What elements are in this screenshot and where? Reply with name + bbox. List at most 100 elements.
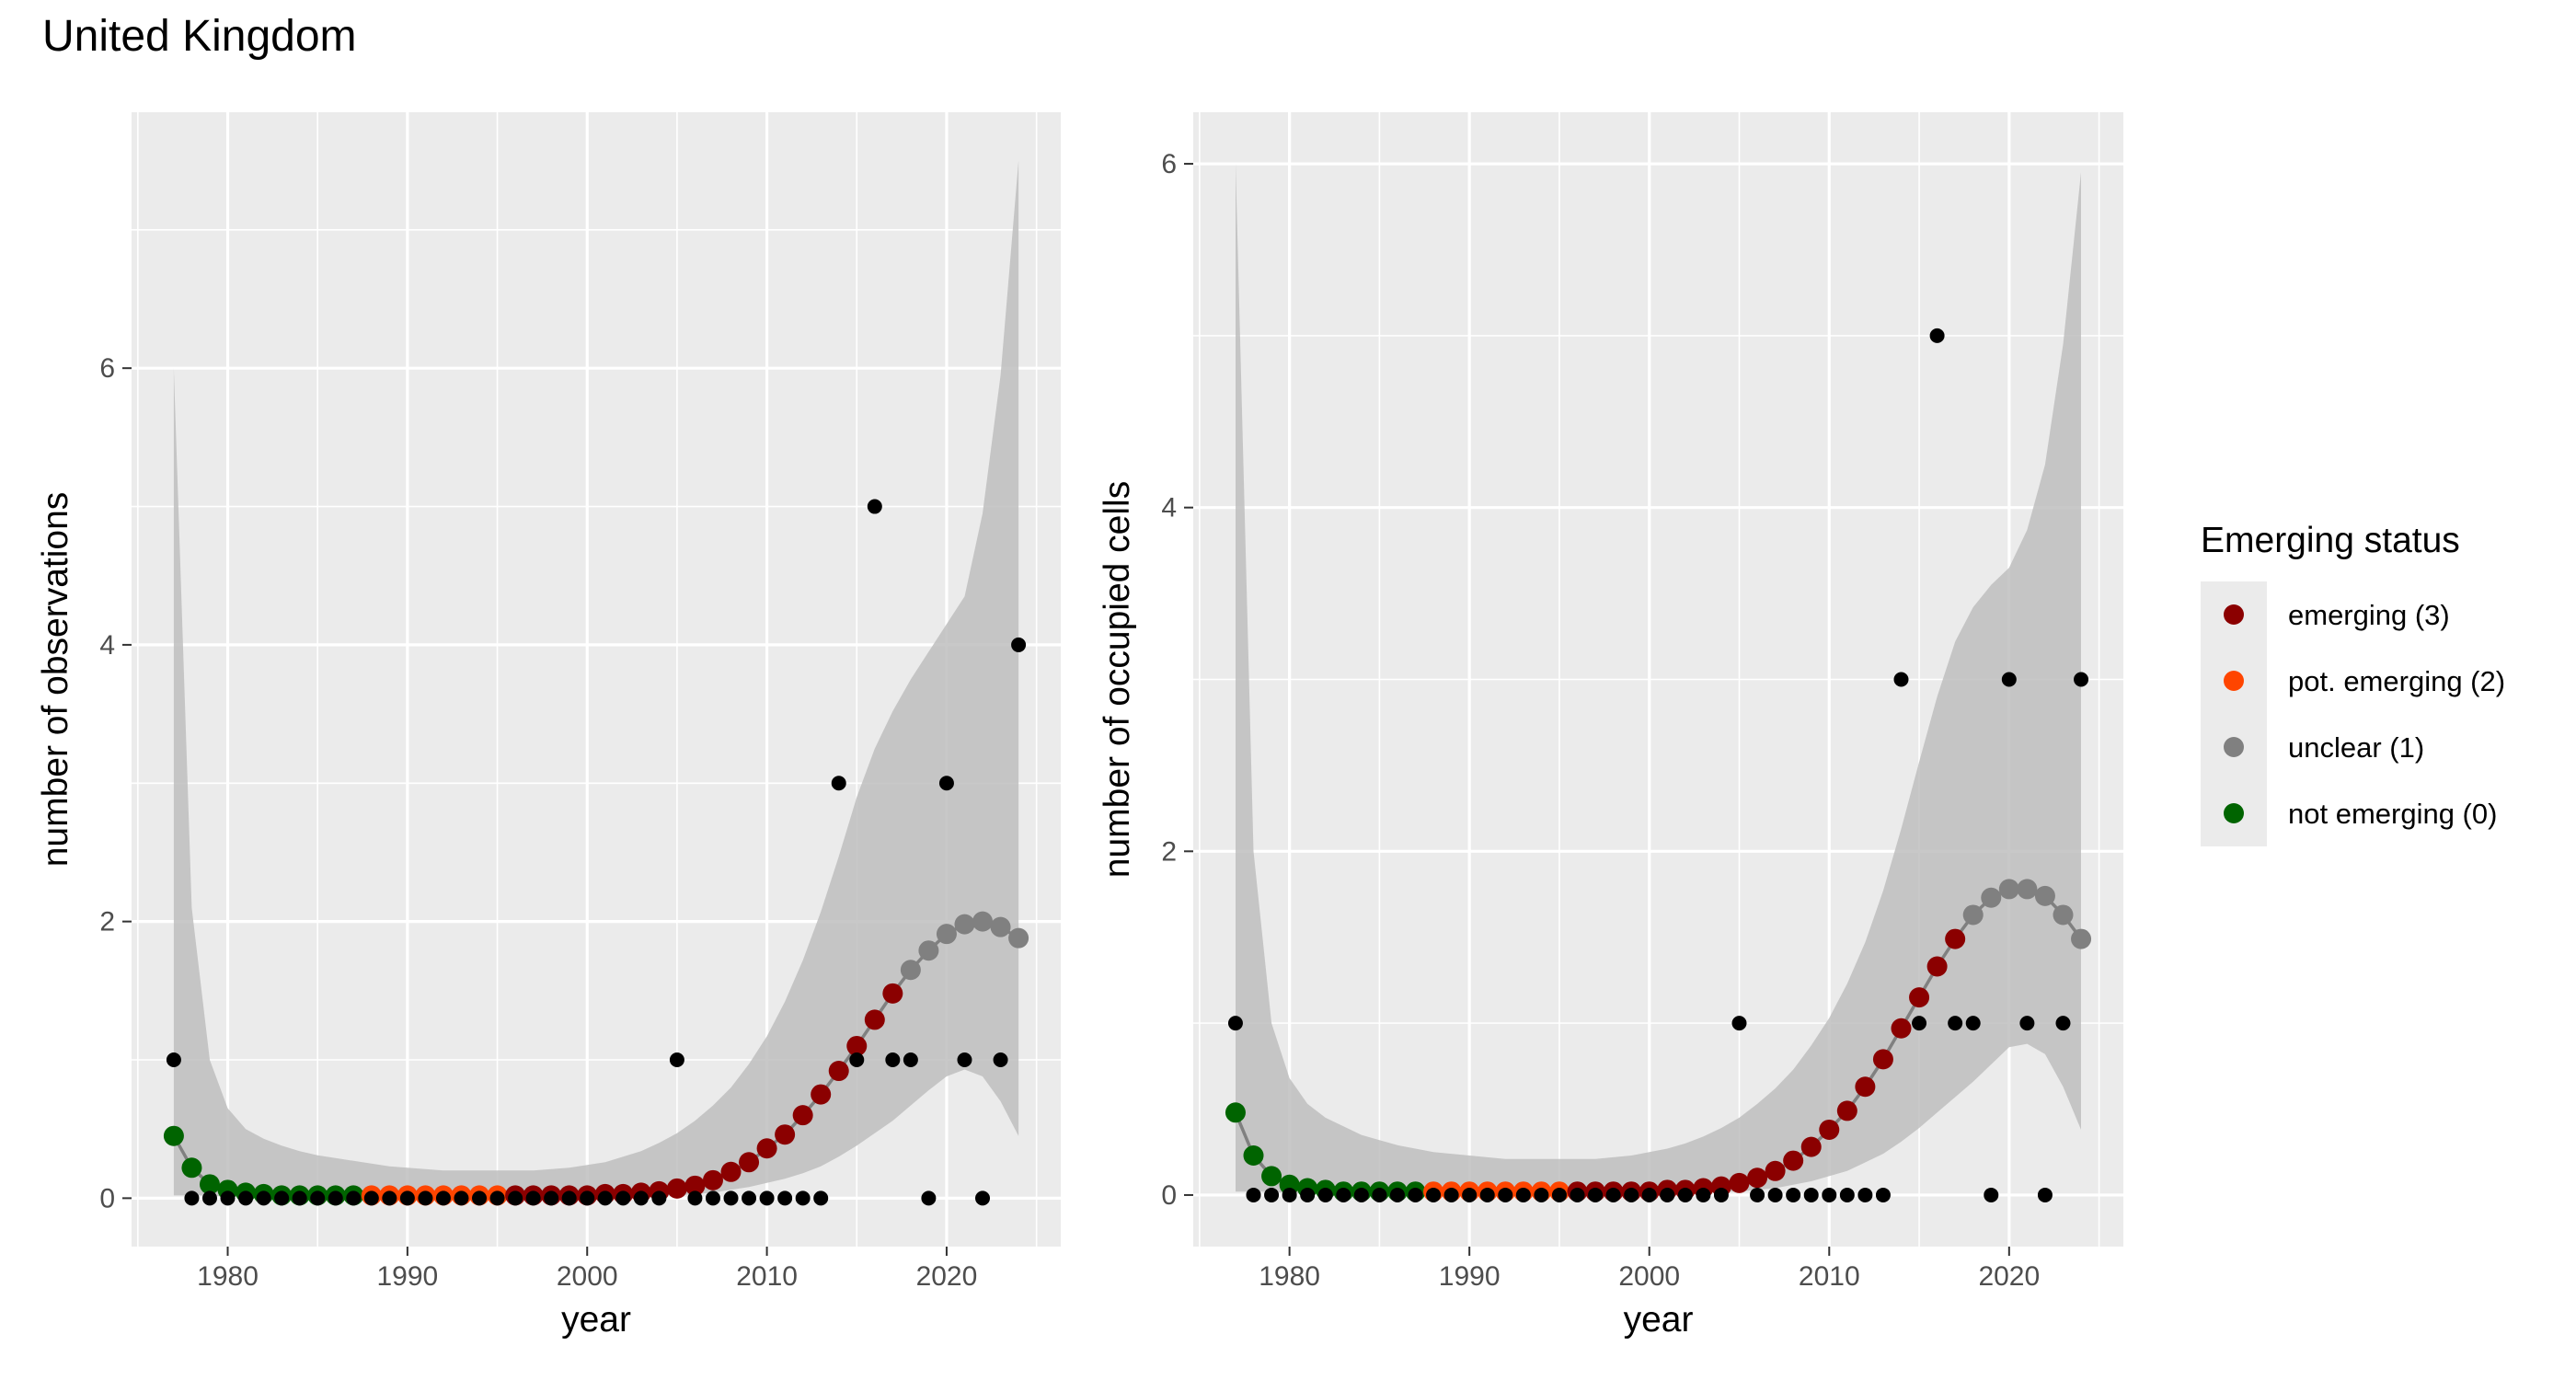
- y-tick-label: 2: [99, 907, 115, 937]
- observed-point: [938, 776, 954, 791]
- observed-point: [1803, 1187, 1819, 1202]
- legend-label-unclear: unclear (1): [2288, 731, 2424, 764]
- y-tick-label: 6: [1161, 149, 1177, 179]
- observed-point: [1605, 1187, 1621, 1202]
- fitted-point: [1981, 887, 2002, 908]
- observed-point: [201, 1190, 217, 1206]
- fitted-point: [1261, 1166, 1282, 1187]
- observed-point: [1965, 1016, 1981, 1031]
- legend-key-not: [2224, 803, 2244, 823]
- fitted-point: [1926, 956, 1948, 977]
- observed-point: [1713, 1187, 1729, 1202]
- fitted-point: [828, 1061, 849, 1082]
- fitted-point: [739, 1152, 760, 1173]
- legend-label-not: not emerging (0): [2288, 798, 2497, 830]
- observed-point: [1767, 1187, 1783, 1202]
- fitted-point: [846, 1035, 868, 1056]
- observed-point: [508, 1190, 523, 1206]
- observed-point: [1893, 672, 1909, 687]
- observed-point: [238, 1190, 254, 1206]
- fitted-point: [1243, 1144, 1264, 1166]
- observed-point: [1372, 1187, 1387, 1202]
- legend-key-emerging: [2224, 604, 2244, 625]
- observed-point: [1462, 1187, 1478, 1202]
- y-tick-label: 0: [99, 1183, 115, 1213]
- fitted-point: [702, 1169, 723, 1190]
- observed-point: [975, 1190, 991, 1206]
- observed-point: [831, 776, 846, 791]
- y-axis-title: number of occupied cells: [1098, 481, 1137, 878]
- observed-point: [399, 1190, 415, 1206]
- observed-point: [597, 1190, 613, 1206]
- observed-point: [1389, 1187, 1405, 1202]
- observed-point: [1839, 1187, 1855, 1202]
- y-tick-label: 0: [1161, 1180, 1177, 1211]
- observed-point: [2037, 1187, 2053, 1202]
- observed-point: [1515, 1187, 1531, 1202]
- observed-point: [454, 1190, 469, 1206]
- fitted-point: [1747, 1167, 1768, 1189]
- observed-point: [292, 1190, 307, 1206]
- x-axis-title: year: [1624, 1300, 1694, 1340]
- observed-point: [723, 1190, 739, 1206]
- observed-point: [1551, 1187, 1567, 1202]
- observed-point: [184, 1190, 200, 1206]
- observed-point: [777, 1190, 793, 1206]
- x-tick-label: 1980: [1259, 1261, 1320, 1292]
- observed-point: [1246, 1187, 1261, 1202]
- observed-point: [885, 1052, 901, 1068]
- fitted-point: [1998, 879, 2019, 900]
- observed-point: [310, 1190, 326, 1206]
- x-tick-label: 1990: [376, 1261, 438, 1292]
- fitted-point: [1909, 987, 1930, 1008]
- observed-point: [849, 1052, 865, 1068]
- fitted-point: [1800, 1136, 1822, 1157]
- observed-point: [1353, 1187, 1369, 1202]
- observed-point: [220, 1190, 236, 1206]
- fitted-point: [2053, 904, 2074, 926]
- fitted-point: [936, 924, 957, 945]
- observed-point: [1731, 1016, 1747, 1031]
- observed-point: [1317, 1187, 1333, 1202]
- observed-point: [274, 1190, 290, 1206]
- observed-point: [1660, 1187, 1675, 1202]
- observed-point: [1641, 1187, 1657, 1202]
- fitted-point: [1836, 1100, 1857, 1121]
- fitted-point: [720, 1161, 742, 1182]
- observed-point: [2001, 672, 2017, 687]
- observed-point: [328, 1190, 343, 1206]
- observed-point: [813, 1190, 829, 1206]
- confidence-ribbon: [1236, 164, 2081, 1194]
- fitted-point: [1872, 1049, 1893, 1070]
- x-tick-label: 2000: [557, 1261, 618, 1292]
- observed-point: [903, 1052, 918, 1068]
- observed-point: [867, 499, 882, 514]
- y-tick-label: 2: [1161, 836, 1177, 867]
- observed-point: [615, 1190, 631, 1206]
- observed-point: [1498, 1187, 1513, 1202]
- occupied-cells-panel: 1980 1990 2000 2010 2020 0 2 4 6 year number of oc…: [1098, 112, 2123, 1340]
- observed-point: [1929, 328, 1945, 343]
- legend: Emerging status emerging (3) pot. emerging…: [2201, 521, 2505, 846]
- observed-point: [993, 1052, 1008, 1068]
- observed-point: [669, 1052, 684, 1068]
- observed-point: [561, 1190, 577, 1206]
- observed-point: [687, 1190, 703, 1206]
- fitted-point: [775, 1124, 796, 1145]
- fitted-point: [811, 1084, 832, 1105]
- fitted-point: [972, 911, 994, 932]
- observed-point: [418, 1190, 433, 1206]
- x-tick-label: 2010: [1799, 1261, 1860, 1292]
- observed-point: [1696, 1187, 1711, 1202]
- y-tick-label: 4: [1161, 493, 1177, 523]
- fitted-point: [1765, 1160, 1786, 1181]
- observed-point: [435, 1190, 451, 1206]
- observed-point: [1948, 1016, 1963, 1031]
- observed-point: [1588, 1187, 1604, 1202]
- observed-point: [1426, 1187, 1442, 1202]
- x-tick-label: 2000: [1618, 1261, 1680, 1292]
- fitted-point: [1008, 927, 1029, 949]
- observed-point: [742, 1190, 757, 1206]
- observed-point: [2019, 1016, 2035, 1031]
- fitted-point: [2017, 879, 2038, 900]
